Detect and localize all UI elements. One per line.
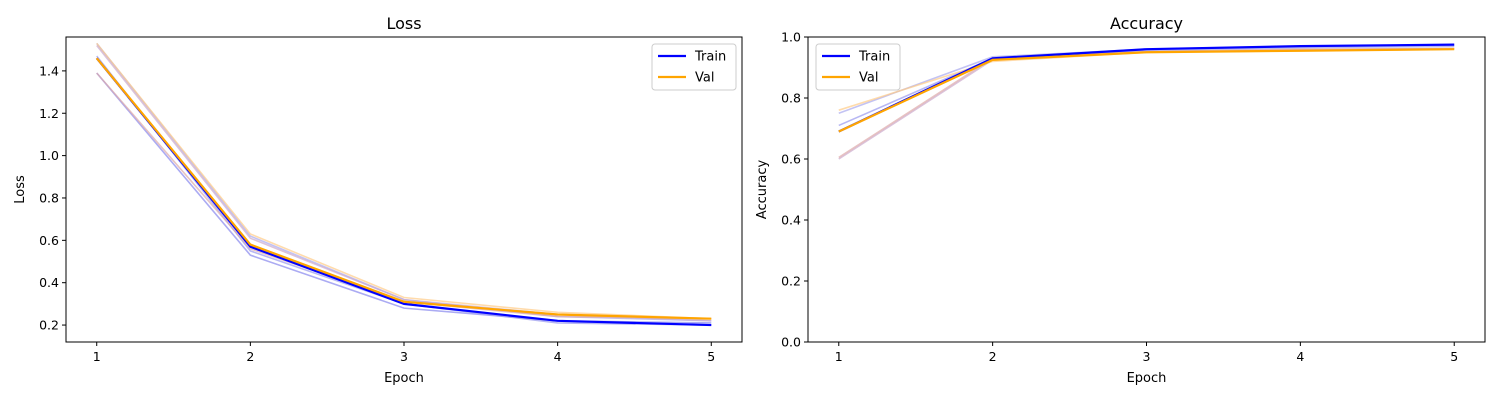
legend-label-train: Train bbox=[694, 50, 726, 65]
x-tick-label: 4 bbox=[1296, 349, 1304, 364]
x-tick-label: 2 bbox=[989, 349, 997, 364]
y-tick-label: 0.2 bbox=[781, 274, 801, 289]
chart-panel-1: Accuracy 1 2 3 4 5 0.0 0.2 0.4 0.6 0.8 1.0 Epoch Accu… bbox=[755, 14, 1486, 386]
plot-frame bbox=[65, 36, 743, 343]
plot-frame bbox=[807, 36, 1486, 343]
faint-run-line-4 bbox=[838, 47, 1455, 159]
y-tick-label: 0.0 bbox=[781, 335, 801, 350]
x-tick-label: 3 bbox=[400, 349, 408, 364]
legend: Train Val bbox=[651, 43, 737, 91]
chart-title: Accuracy bbox=[1110, 14, 1183, 33]
x-tick-label: 3 bbox=[1143, 349, 1151, 364]
y-tick-label: 0.4 bbox=[39, 275, 59, 290]
y-tick-label: 0.6 bbox=[781, 152, 801, 167]
faint-run-line-3 bbox=[96, 42, 712, 320]
y-axis-label: Loss bbox=[13, 175, 28, 204]
x-axis-label: Epoch bbox=[384, 371, 424, 386]
x-tick-label: 1 bbox=[835, 349, 843, 364]
y-tick-label: 0.8 bbox=[781, 91, 801, 106]
y-axis-label: Accuracy bbox=[755, 160, 770, 220]
faint-run-line-3 bbox=[838, 47, 1455, 160]
y-tick-label: 1.0 bbox=[781, 30, 801, 45]
series-line-val bbox=[95, 57, 712, 320]
x-tick-label: 5 bbox=[707, 349, 715, 364]
x-axis-label: Epoch bbox=[1127, 371, 1167, 386]
y-tick-label: 0.2 bbox=[39, 318, 59, 333]
x-tick-label: 4 bbox=[554, 349, 562, 364]
x-tick-label: 2 bbox=[246, 349, 254, 364]
chart-panel-0: Loss 1 2 3 4 5 0.2 0.4 0.6 0.8 1.0 1.2 1.4 Epoch Loss T… bbox=[13, 14, 743, 386]
faint-run-line-1 bbox=[838, 43, 1455, 115]
faint-run-line-0 bbox=[838, 45, 1455, 127]
legend-label-train: Train bbox=[858, 50, 890, 65]
faint-run-line-0 bbox=[96, 72, 712, 324]
faint-run-line-2 bbox=[96, 55, 712, 326]
y-tick-label: 0.4 bbox=[781, 213, 801, 228]
legend-label-val: Val bbox=[859, 71, 878, 86]
y-tick-label: 1.2 bbox=[39, 106, 59, 121]
legend: Train Val bbox=[815, 43, 901, 91]
y-tick-label: 0.6 bbox=[39, 233, 59, 248]
y-tick-label: 1.4 bbox=[39, 63, 59, 78]
legend-label-val: Val bbox=[695, 71, 714, 86]
faint-run-line-4 bbox=[96, 72, 712, 320]
series-line-val bbox=[838, 48, 1455, 133]
chart-title: Loss bbox=[386, 14, 421, 33]
y-tick-label: 1.0 bbox=[39, 148, 59, 163]
x-tick-label: 1 bbox=[93, 349, 101, 364]
x-tick-label: 5 bbox=[1450, 349, 1458, 364]
series-line-train bbox=[95, 57, 712, 327]
y-tick-label: 0.8 bbox=[39, 190, 59, 205]
